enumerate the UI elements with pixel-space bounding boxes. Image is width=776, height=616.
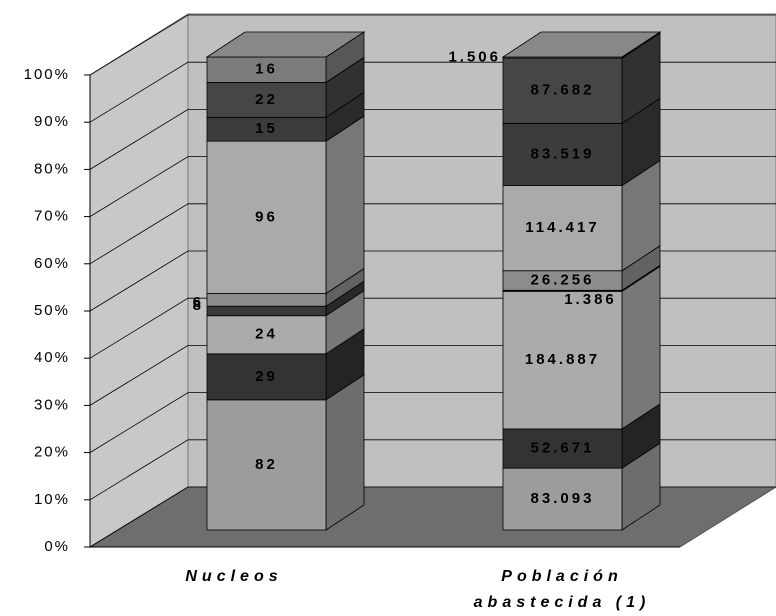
- value-label: 184.887: [525, 351, 600, 368]
- bar-side: [325, 374, 365, 531]
- y-tick-label: 60%: [34, 255, 70, 272]
- bar-segment: [502, 467, 623, 531]
- bar-segment: [206, 315, 327, 355]
- y-tick-label: 0%: [44, 538, 70, 555]
- bar-segment: [206, 140, 327, 294]
- value-label: 82: [255, 456, 278, 473]
- bar-segment: [206, 293, 327, 307]
- value-label: 114.417: [525, 219, 599, 236]
- bar-side: [325, 115, 365, 295]
- value-label: 26.256: [531, 271, 595, 288]
- value-label: 22: [255, 91, 278, 108]
- value-label: 83.093: [531, 490, 595, 507]
- x-tick-label: Población abastecida (1): [473, 568, 651, 611]
- bar-segment: [206, 399, 327, 531]
- value-label: 83.519: [531, 145, 595, 162]
- value-label: 96: [255, 208, 278, 225]
- bar-segment: [502, 122, 623, 186]
- value-label: 87.682: [531, 82, 595, 99]
- bar-top: [205, 31, 366, 58]
- bar-segment: [502, 185, 623, 272]
- bar-segment: [502, 428, 623, 469]
- x-tick-label: Nucleos: [185, 568, 283, 585]
- y-tick-label: 100%: [24, 66, 70, 83]
- y-tick-label: 10%: [34, 491, 70, 508]
- y-tick-label: 50%: [34, 302, 70, 319]
- y-tick-label: 80%: [34, 160, 70, 177]
- bar-top: [501, 31, 662, 58]
- value-label: 8: [193, 297, 204, 314]
- y-tick-label: 40%: [34, 349, 70, 366]
- bar-side: [621, 265, 661, 430]
- value-label: 1.506: [448, 49, 501, 66]
- value-label: 24: [255, 326, 278, 343]
- y-tick-label: 90%: [34, 113, 70, 130]
- grid-line: [89, 14, 776, 76]
- value-label: 15: [255, 120, 278, 137]
- y-tick-label: 20%: [34, 444, 70, 461]
- value-label: 16: [255, 61, 278, 78]
- value-label: 52.671: [531, 440, 595, 457]
- value-label: 6: [193, 294, 204, 311]
- bar-segment: [206, 56, 327, 83]
- bar-segment: [206, 81, 327, 118]
- floor: [88, 486, 776, 548]
- bar-segment: [206, 305, 327, 317]
- bar-segment: [502, 290, 623, 430]
- y-tick-label: 30%: [34, 396, 70, 413]
- y-tick-label: 70%: [34, 208, 70, 225]
- value-label: 1.386: [564, 291, 617, 308]
- value-label: 29: [255, 368, 278, 385]
- left-wall: [89, 13, 189, 548]
